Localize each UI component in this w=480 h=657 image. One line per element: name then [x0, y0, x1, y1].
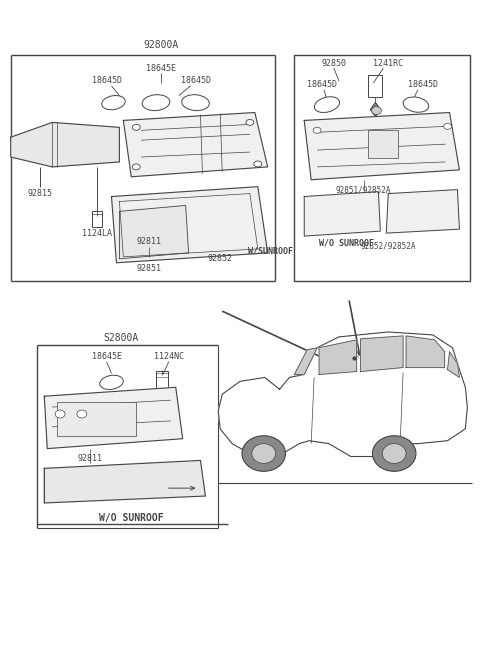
Text: 92852: 92852 — [208, 254, 233, 263]
Text: 92815: 92815 — [28, 189, 53, 198]
Polygon shape — [447, 351, 459, 377]
Bar — [92, 212, 102, 227]
Ellipse shape — [132, 164, 140, 170]
Bar — [156, 371, 168, 390]
Ellipse shape — [383, 443, 406, 463]
Text: 92851/92852A: 92851/92852A — [336, 185, 391, 194]
Ellipse shape — [242, 436, 286, 471]
Text: 18645D: 18645D — [92, 76, 121, 85]
Ellipse shape — [313, 127, 321, 133]
Ellipse shape — [444, 124, 452, 129]
Ellipse shape — [252, 443, 276, 463]
Text: 92850: 92850 — [322, 58, 347, 68]
Text: 18645E: 18645E — [92, 352, 121, 361]
Bar — [369, 75, 383, 97]
Polygon shape — [123, 112, 268, 177]
Polygon shape — [218, 332, 468, 457]
Text: 92800A: 92800A — [144, 40, 179, 51]
Ellipse shape — [403, 97, 429, 112]
Text: 92852/92852A: 92852/92852A — [360, 242, 416, 250]
Polygon shape — [111, 187, 268, 263]
Polygon shape — [44, 461, 205, 503]
Polygon shape — [360, 336, 403, 371]
Bar — [294, 55, 470, 281]
Ellipse shape — [372, 106, 381, 114]
Ellipse shape — [372, 436, 416, 471]
Text: 18645D: 18645D — [408, 80, 438, 89]
Bar — [369, 130, 398, 158]
Polygon shape — [44, 388, 183, 449]
Polygon shape — [11, 122, 120, 167]
Text: 18645D: 18645D — [307, 80, 337, 89]
Text: 1124NC: 1124NC — [154, 352, 184, 361]
Text: 1124LA: 1124LA — [82, 229, 112, 238]
Polygon shape — [304, 192, 380, 236]
Ellipse shape — [314, 97, 339, 112]
Text: W/O SUNROOF: W/O SUNROOF — [319, 238, 374, 248]
Text: 18645D: 18645D — [180, 76, 211, 85]
Ellipse shape — [102, 95, 125, 110]
Text: W/SUNROOF: W/SUNROOF — [248, 246, 293, 256]
Text: 18645E: 18645E — [146, 64, 176, 72]
Text: W/O SUNROOF: W/O SUNROOF — [99, 512, 164, 523]
Ellipse shape — [254, 161, 262, 167]
Polygon shape — [304, 112, 459, 180]
Text: S2800A: S2800A — [104, 333, 139, 343]
Ellipse shape — [55, 410, 65, 418]
Text: 1241RC: 1241RC — [373, 58, 403, 68]
Polygon shape — [294, 348, 317, 374]
Ellipse shape — [182, 95, 209, 110]
Polygon shape — [406, 336, 444, 367]
Ellipse shape — [142, 95, 170, 110]
Polygon shape — [120, 206, 189, 259]
Ellipse shape — [100, 375, 123, 390]
Bar — [57, 402, 136, 436]
Polygon shape — [371, 102, 380, 116]
Text: 92811: 92811 — [137, 237, 162, 246]
Ellipse shape — [132, 124, 140, 130]
Ellipse shape — [246, 120, 254, 125]
Polygon shape — [319, 340, 357, 374]
Ellipse shape — [77, 410, 87, 418]
Polygon shape — [386, 190, 459, 233]
Text: 92811: 92811 — [77, 454, 102, 463]
Text: 92851: 92851 — [137, 264, 162, 273]
